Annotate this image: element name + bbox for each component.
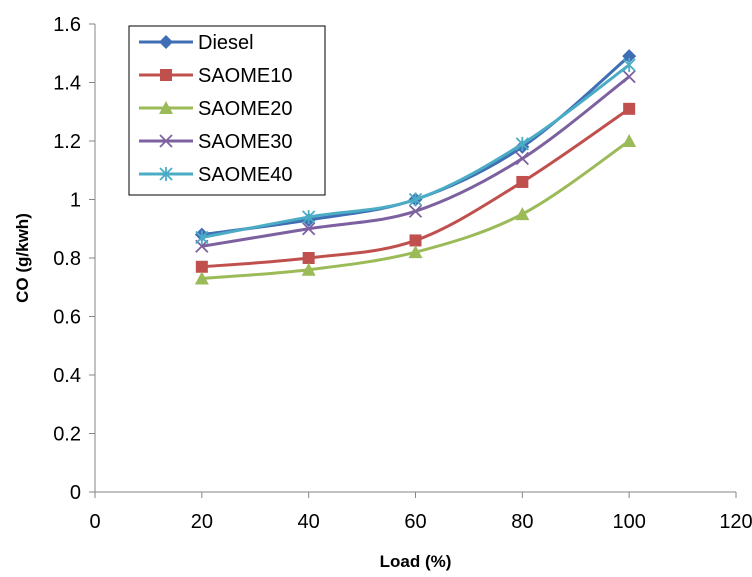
legend-marker-saome40 [159, 167, 173, 181]
data-point-saome30 [408, 204, 423, 218]
legend-item-saome20: SAOME20 [139, 98, 292, 120]
x-tick-label: 40 [298, 511, 320, 533]
data-point-saome30 [515, 151, 529, 166]
y-tick-label: 1.2 [53, 131, 81, 153]
legend-marker-saome10 [160, 69, 172, 81]
square-marker-shape [623, 102, 636, 115]
x-tick-label: 100 [612, 511, 645, 533]
x-marker-stroke [515, 151, 529, 166]
y-tick-label: 1 [70, 190, 81, 212]
x-marker-stroke [302, 222, 316, 236]
square-marker-shape [160, 69, 172, 81]
data-point-saome30 [622, 70, 636, 84]
legend-item-saome40: SAOME40 [139, 164, 292, 186]
data-point-saome40 [302, 210, 316, 225]
series-layer [194, 49, 637, 285]
square-marker-shape [195, 260, 208, 273]
square-marker-shape [516, 175, 529, 188]
y-tick-label: 0.4 [53, 365, 81, 387]
legend-marker-diesel [159, 35, 173, 49]
x-tick-label: 20 [191, 511, 213, 533]
data-point-saome40 [408, 192, 423, 207]
x-marker-stroke [159, 134, 173, 148]
triangle-marker-shape [408, 245, 423, 259]
data-point-saome20 [408, 245, 423, 259]
triangle-marker-shape [194, 271, 209, 285]
triangle-marker-shape [622, 134, 637, 147]
triangle-marker-shape [301, 262, 316, 276]
x-tick-label: 120 [719, 511, 752, 533]
legend-item-diesel: Diesel [139, 32, 254, 54]
data-point-saome20 [301, 262, 316, 276]
data-point-diesel [622, 49, 637, 64]
data-point-saome40 [195, 230, 209, 245]
x-tick-label: 0 [89, 511, 100, 533]
series-saome40 [195, 57, 636, 245]
y-tick-label: 0.6 [53, 307, 81, 329]
series-saome20 [194, 134, 637, 285]
legend-marker-saome20 [159, 101, 173, 114]
data-point-saome20 [622, 134, 637, 147]
data-point-saome10 [516, 175, 529, 188]
data-point-saome20 [194, 271, 209, 285]
legend-label-saome10: SAOME10 [198, 65, 292, 87]
y-tick-label: 0.8 [53, 248, 81, 270]
square-marker-shape [302, 252, 315, 264]
legend: Diesel SAOME10 SAOME20 SAOME30 SAOME40 [128, 25, 326, 196]
legend-item-saome30: SAOME30 [139, 131, 292, 153]
axes: 0 0.2 0.4 0.6 0.8 1 1.2 1.4 1.6 0 20 40 60 80 100 120 [53, 14, 752, 533]
data-point-saome20 [515, 207, 530, 221]
y-tick-label: 1.4 [53, 73, 81, 95]
legend-marker-saome30 [159, 134, 173, 148]
triangle-marker-shape [159, 101, 173, 114]
y-tick-label: 0 [70, 482, 81, 504]
legend-label-saome20: SAOME20 [198, 98, 292, 120]
data-point-saome40 [622, 57, 636, 72]
legend-item-saome10: SAOME10 [139, 65, 292, 87]
square-marker-shape [409, 234, 422, 247]
y-axis-title: CO (g/kwh) [13, 213, 32, 303]
diamond-marker-shape [622, 49, 637, 64]
data-point-saome10 [302, 252, 315, 264]
data-point-saome10 [195, 260, 208, 273]
x-tick-label: 80 [511, 511, 533, 533]
x-marker-stroke [622, 70, 636, 84]
legend-label-saome30: SAOME30 [198, 131, 292, 153]
x-axis-title: Load (%) [380, 552, 452, 571]
data-point-saome10 [409, 234, 422, 247]
x-marker-stroke [408, 204, 423, 218]
legend-label-saome40: SAOME40 [198, 164, 292, 186]
data-point-saome30 [302, 222, 316, 236]
triangle-marker-shape [515, 207, 530, 221]
data-point-saome40 [515, 136, 529, 151]
x-tick-label: 60 [404, 511, 426, 533]
y-tick-label: 1.6 [53, 14, 81, 36]
data-point-saome10 [623, 102, 636, 115]
series-saome10 [195, 102, 636, 273]
diamond-marker-shape [159, 35, 173, 49]
legend-label-diesel: Diesel [198, 32, 254, 54]
y-tick-label: 0.2 [53, 424, 81, 446]
